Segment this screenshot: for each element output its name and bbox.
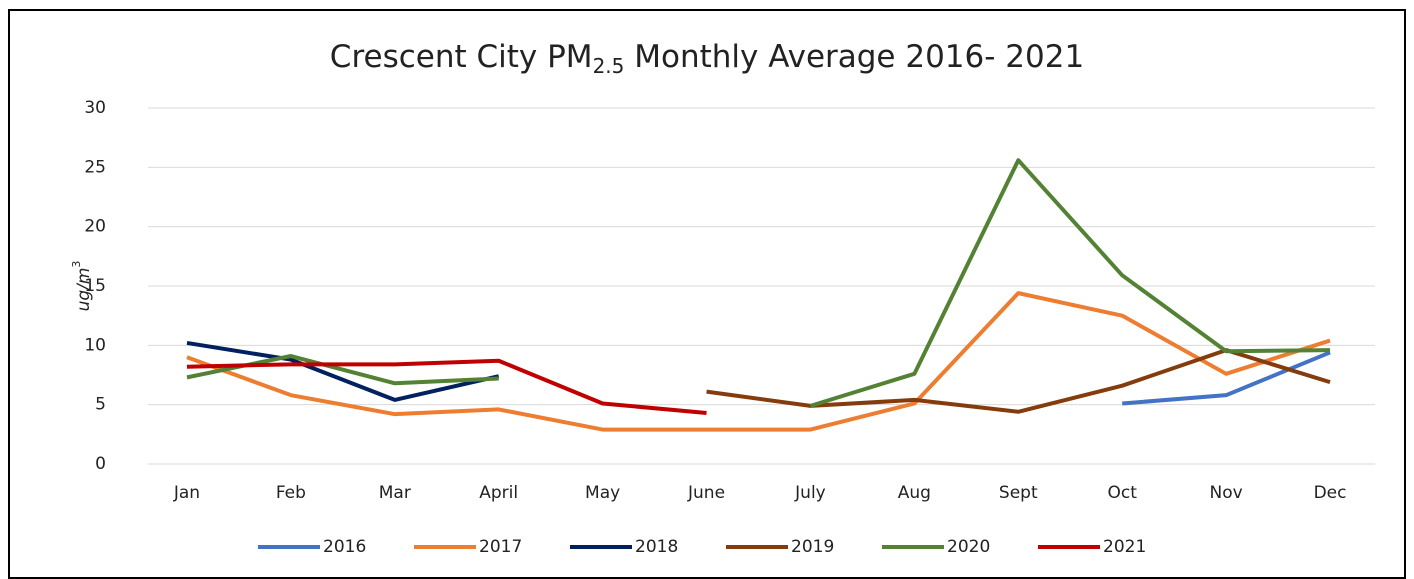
x-tick-label: Dec bbox=[1314, 483, 1347, 503]
x-tick-label: Oct bbox=[1108, 483, 1138, 503]
title-rest: Monthly Average 2016- 2021 bbox=[624, 39, 1084, 75]
series-line bbox=[186, 340, 500, 402]
x-tick-label: April bbox=[479, 483, 518, 503]
x-tick-label: June bbox=[687, 483, 725, 503]
chart-title: Crescent City PM2.5 Monthly Average 2016… bbox=[330, 39, 1084, 78]
y-tick-label: 25 bbox=[84, 157, 106, 177]
y-tick-label: 15 bbox=[84, 276, 106, 296]
legend-label: 2021 bbox=[1103, 537, 1146, 557]
x-tick-label: Mar bbox=[379, 483, 411, 503]
x-tick-label: Jan bbox=[173, 483, 200, 503]
series-line bbox=[186, 358, 707, 415]
x-tick-label: July bbox=[794, 483, 826, 503]
y-tick-label: 0 bbox=[95, 454, 106, 474]
x-tick-label: Aug bbox=[898, 483, 931, 503]
legend-label: 2020 bbox=[947, 537, 990, 557]
title-subscript: 2.5 bbox=[593, 54, 625, 78]
y-label-main: ug/m bbox=[74, 268, 94, 312]
y-tick-label: 20 bbox=[84, 217, 106, 237]
legend-label: 2019 bbox=[791, 537, 834, 557]
legend-label: 2018 bbox=[635, 537, 678, 557]
legend-label: 2016 bbox=[323, 537, 366, 557]
x-tick-label: Feb bbox=[276, 483, 306, 503]
chart-frame bbox=[8, 9, 1406, 579]
y-tick-label: 30 bbox=[84, 98, 106, 118]
legend-label: 2017 bbox=[479, 537, 522, 557]
title-main: Crescent City PM bbox=[330, 39, 593, 75]
y-tick-label: 10 bbox=[84, 335, 106, 355]
series-line bbox=[1122, 350, 1331, 406]
y-axis-label: ug/m3 bbox=[70, 261, 94, 312]
x-tick-label: May bbox=[585, 483, 620, 503]
y-tick-label: 5 bbox=[95, 395, 106, 415]
x-tick-label: Sept bbox=[999, 483, 1038, 503]
x-tick-label: Nov bbox=[1210, 483, 1243, 503]
y-label-superscript: 3 bbox=[70, 261, 83, 268]
series-line bbox=[186, 291, 1331, 432]
